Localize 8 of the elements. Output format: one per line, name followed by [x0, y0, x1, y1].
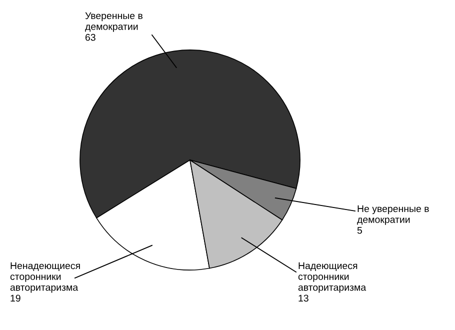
- slice-label: Уверенные в демократии: [85, 12, 142, 32]
- slice-label: Не уверенные в демократии: [357, 205, 429, 225]
- slice-label: Ненадеющиеся сторонники авторитаризма: [10, 262, 80, 293]
- data-label: 13: [298, 294, 308, 302]
- data-label: 19: [10, 294, 20, 302]
- data-label: 63: [85, 34, 96, 41]
- slice-label: Надеющиеся сторонники авторитаризма: [298, 262, 366, 293]
- data-label: 5: [357, 227, 362, 234]
